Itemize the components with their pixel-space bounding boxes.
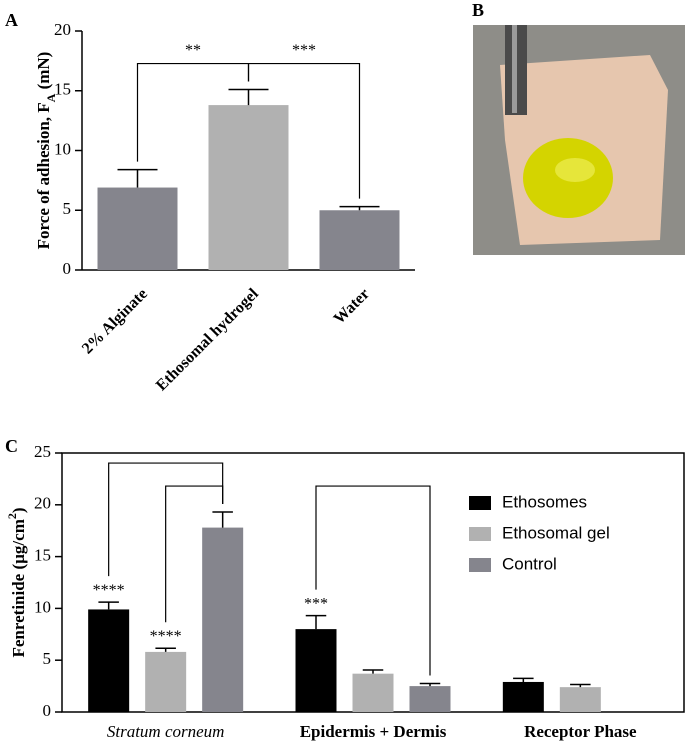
significance-label: *** — [292, 42, 316, 59]
error-bar — [570, 683, 591, 688]
y-tick-label: 10 — [34, 597, 51, 616]
y-tick-label: 15 — [54, 80, 71, 99]
x-tick-label: Stratum corneum — [107, 722, 225, 741]
legend-label: Ethosomal gel — [502, 523, 610, 542]
panel-label: B — [472, 0, 484, 20]
y-axis-label-part: 2 — [5, 513, 19, 519]
bar — [208, 105, 289, 270]
error-bar — [513, 677, 534, 682]
y-tick-label: 5 — [63, 199, 72, 218]
y-tick-label: 0 — [43, 701, 52, 720]
bar — [352, 673, 394, 712]
x-tick-label: 2% Alginate — [79, 285, 151, 357]
bar — [88, 609, 130, 712]
significance-label: ** — [185, 42, 201, 59]
panel-label: A — [5, 10, 18, 30]
y-axis-label-part: (mN) — [34, 52, 53, 94]
x-tick-label: Receptor Phase — [524, 722, 637, 741]
y-axis-label: Fenretinide (µg/cm2) — [5, 507, 28, 657]
error-bar — [98, 601, 119, 610]
significance-label: **** — [150, 628, 182, 645]
significance-label: *** — [304, 595, 328, 612]
y-tick-label: 25 — [34, 442, 51, 461]
y-tick-label: 10 — [54, 139, 71, 158]
y-tick-label: 20 — [54, 20, 71, 39]
error-bar — [155, 647, 176, 652]
probe-highlight — [512, 25, 517, 113]
significance-bracket — [247, 62, 361, 199]
y-tick-label: 0 — [63, 259, 72, 278]
y-tick-label: 20 — [34, 494, 51, 513]
error-bar — [305, 614, 327, 630]
y-axis-label: Force of adhesion, FA (mN) — [34, 52, 58, 250]
bar — [295, 629, 337, 712]
x-tick-label: Epidermis + Dermis — [300, 722, 447, 741]
legend-swatch — [469, 496, 491, 510]
significance-label: **** — [93, 582, 125, 599]
significance-bracket — [108, 462, 224, 577]
y-axis-label-part: Force of adhesion, F — [34, 102, 53, 249]
y-tick-label: 5 — [43, 649, 52, 668]
bar — [409, 686, 451, 712]
y-axis-label-part: A — [44, 93, 58, 102]
legend-swatch — [469, 558, 491, 572]
x-tick-label: Water — [331, 285, 373, 327]
error-bar — [339, 205, 380, 211]
photo: B — [472, 0, 685, 255]
bar — [502, 681, 544, 712]
error-bar — [362, 669, 384, 674]
significance-bracket — [165, 485, 224, 623]
bar — [202, 527, 244, 712]
bar — [559, 687, 601, 712]
error-bar — [228, 88, 269, 106]
error-bar — [117, 168, 158, 188]
panel-label: C — [5, 436, 18, 456]
legend-swatch — [469, 527, 491, 541]
x-tick-label: Ethosomal hydrogel — [153, 285, 262, 394]
legend-label: Control — [502, 554, 557, 573]
legend-label: Ethosomes — [502, 492, 587, 511]
error-bar — [212, 511, 233, 528]
y-axis-label-part: ) — [9, 507, 28, 513]
gel-highlight — [555, 158, 595, 182]
y-axis-label-part: Fenretinide (µg/cm — [9, 519, 28, 657]
error-bar — [419, 682, 441, 687]
y-tick-label: 15 — [34, 546, 51, 565]
bar — [97, 187, 178, 270]
bar — [145, 651, 187, 712]
bar — [319, 210, 400, 270]
significance-bracket — [315, 485, 431, 676]
